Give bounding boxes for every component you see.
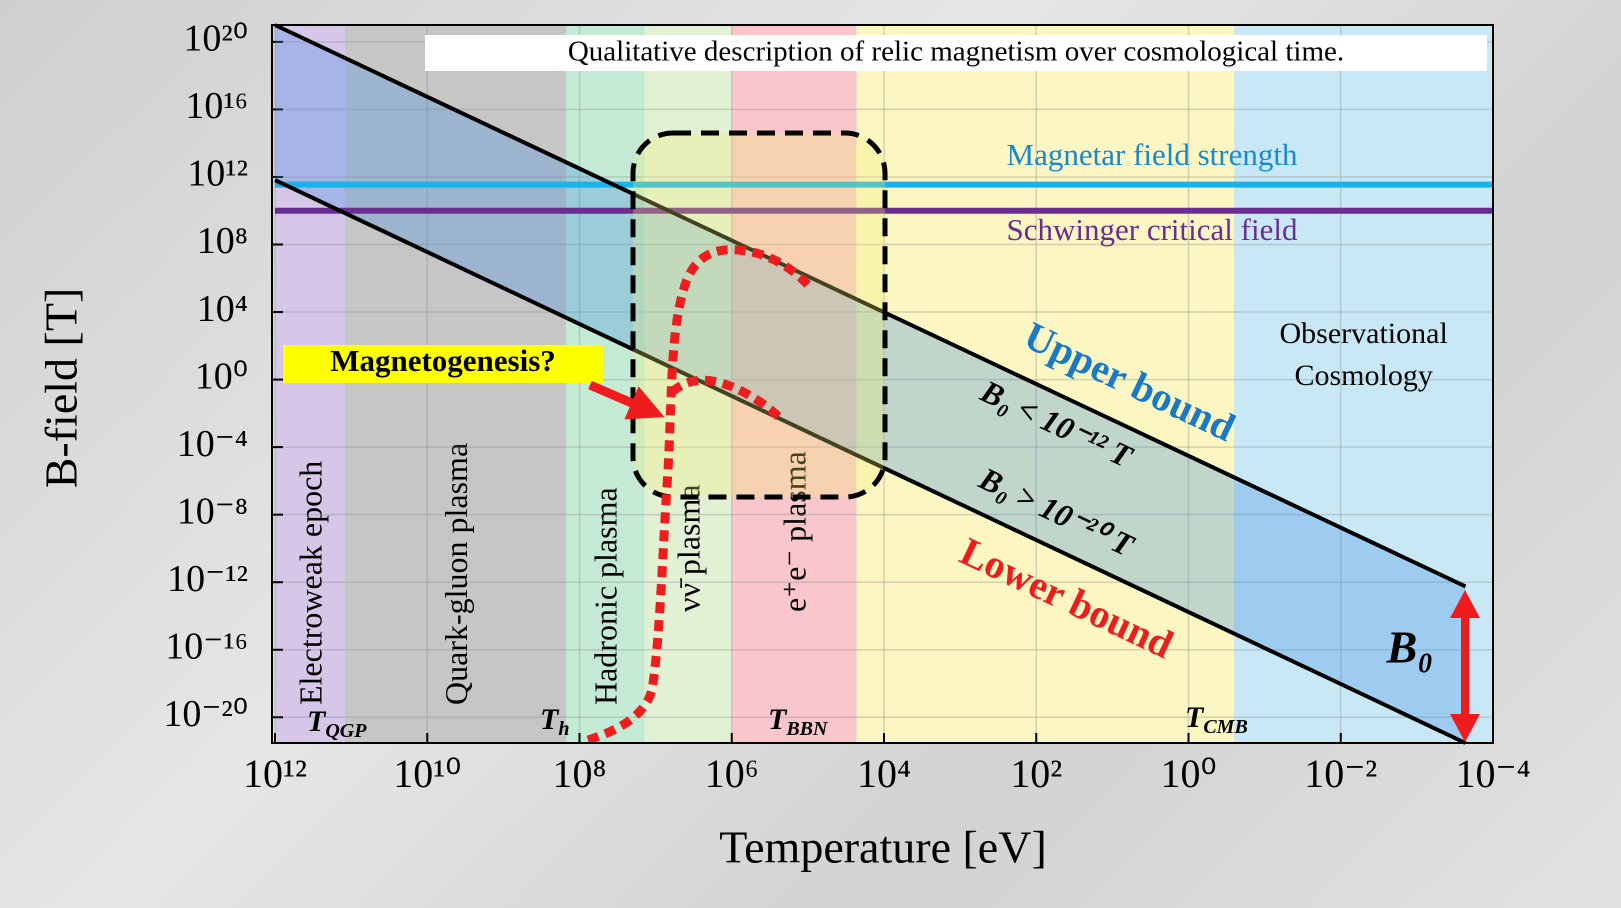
y-tick-label: 10⁸ <box>197 220 248 262</box>
bound-line <box>274 23 1467 589</box>
x-axis-title: Temperature [eV] <box>719 822 1047 873</box>
x-tick-label: 10¹² <box>243 751 307 796</box>
y-tick-label: 10⁻⁴ <box>177 423 248 465</box>
y-tick-label: 10⁻²⁰ <box>163 693 248 735</box>
y-axis-title: B-field [T] <box>36 288 87 489</box>
magnetogenesis-curve <box>669 375 786 424</box>
reference-label: Magnetar field strength <box>1007 137 1298 172</box>
region <box>1234 25 1493 743</box>
region-label: e⁺e⁻ plasma <box>776 451 812 612</box>
region-label: Electroweak epoch <box>292 461 328 705</box>
magnetogenesis-box <box>630 130 888 500</box>
reference-label: Schwinger critical field <box>1007 212 1298 247</box>
x-tick-label: 10¹⁰ <box>393 751 461 796</box>
y-tick-label: 10⁴ <box>197 288 248 330</box>
title-background <box>425 35 1487 71</box>
region-label: νν̄ plasma <box>670 484 706 612</box>
y-tick-label: 10⁻¹² <box>167 558 248 600</box>
region <box>856 25 1235 743</box>
x-tick-label: 10⁴ <box>857 751 911 796</box>
region <box>731 25 857 743</box>
x-tick-label: 10⁰ <box>1160 751 1216 796</box>
magnetogenesis-label: Magnetogenesis? <box>330 343 556 378</box>
y-tick-label: 10⁰ <box>195 355 248 397</box>
x-tick-label: 10² <box>1010 751 1062 796</box>
region-label: Hadronic plasma <box>588 487 624 705</box>
temperature-marker: Th <box>540 703 569 740</box>
plot-frame <box>271 24 1494 744</box>
region-label: Observational <box>1280 317 1448 350</box>
region-label: Cosmology <box>1294 359 1432 392</box>
bound-line <box>274 178 1467 745</box>
bound-band <box>275 25 1466 743</box>
y-tick-label: 10¹² <box>187 153 248 195</box>
label-background <box>283 345 603 383</box>
temperature-marker: TCMB <box>1185 701 1248 738</box>
y-tick-label: 10¹⁶ <box>185 85 248 127</box>
arrow <box>588 380 665 420</box>
x-tick-label: 10⁶ <box>705 751 759 796</box>
x-tick-label: 10⁸ <box>553 751 607 796</box>
x-tick-label: 10⁻⁴ <box>1455 751 1530 796</box>
y-tick-label: 10⁻⁸ <box>177 490 248 532</box>
region-label: Quark-gluon plasma <box>438 443 474 705</box>
magnetogenesis-curve <box>586 245 814 745</box>
temperature-marker: TBBN <box>768 703 829 740</box>
region <box>275 25 346 743</box>
x-tick-label: 10⁻² <box>1304 751 1377 796</box>
y-tick-label: 10²⁰ <box>183 18 248 60</box>
b0-label: B₀ <box>1386 622 1434 673</box>
y-tick-label: 10⁻¹⁶ <box>165 625 248 667</box>
chart-title: Qualitative description of relic magneti… <box>568 36 1344 68</box>
region <box>566 25 645 743</box>
temperature-marker: TQGP <box>307 705 367 742</box>
